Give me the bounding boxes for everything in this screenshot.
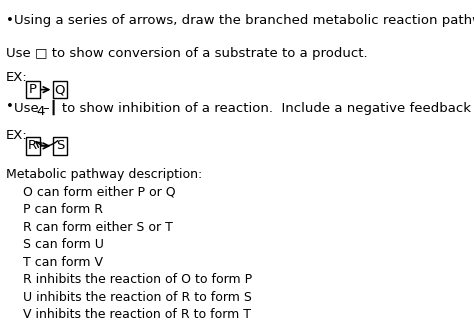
Text: •: • [6, 14, 14, 27]
Text: 4: 4 [37, 105, 45, 118]
Text: V inhibits the reaction of R to form T: V inhibits the reaction of R to form T [23, 308, 251, 321]
Text: U inhibits the reaction of R to form S: U inhibits the reaction of R to form S [23, 291, 252, 304]
FancyBboxPatch shape [26, 81, 40, 98]
Text: Using a series of arrows, draw the branched metabolic reaction pathway described: Using a series of arrows, draw the branc… [14, 14, 474, 27]
Text: P: P [29, 83, 36, 96]
Text: Q: Q [55, 83, 65, 96]
Text: Use □ to show conversion of a substrate to a product.: Use □ to show conversion of a substrate … [6, 47, 367, 60]
Text: EX:: EX: [6, 129, 27, 142]
Text: Use –┃ to show inhibition of a reaction.  Include a negative feedback loop in yo: Use –┃ to show inhibition of a reaction.… [14, 100, 474, 115]
Text: R: R [28, 139, 37, 152]
Text: Metabolic pathway description:: Metabolic pathway description: [6, 168, 202, 181]
Text: T can form V: T can form V [23, 256, 102, 269]
Text: S: S [55, 139, 64, 152]
FancyBboxPatch shape [26, 137, 40, 155]
Text: R inhibits the reaction of O to form P: R inhibits the reaction of O to form P [23, 273, 252, 286]
Text: R can form either S or T: R can form either S or T [23, 221, 173, 234]
Text: EX:: EX: [6, 72, 27, 84]
Text: S can form U: S can form U [23, 238, 103, 251]
Text: •: • [6, 100, 14, 113]
Text: P can form R: P can form R [23, 203, 102, 216]
FancyBboxPatch shape [53, 137, 67, 155]
Text: O can form either P or Q: O can form either P or Q [23, 186, 175, 199]
FancyBboxPatch shape [53, 81, 67, 98]
